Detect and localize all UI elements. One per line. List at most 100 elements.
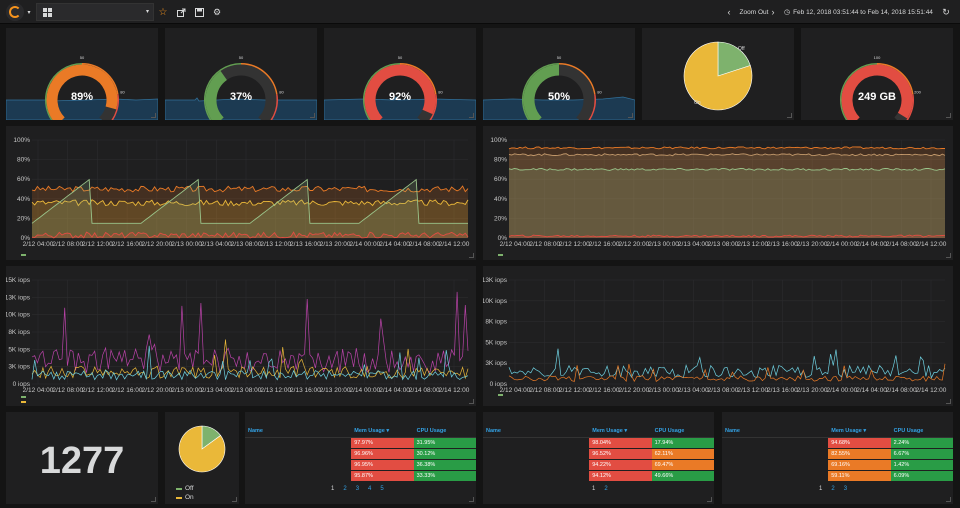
table-row[interactable]: 97.97% 31.95%: [245, 437, 476, 449]
page-link[interactable]: 1: [592, 486, 596, 492]
table-row[interactable]: 82.55% 6.67%: [722, 448, 953, 460]
gear-icon[interactable]: ⚙: [212, 6, 222, 17]
legend-marker[interactable]: [21, 396, 26, 398]
legend-marker[interactable]: [21, 254, 26, 256]
legend-marker[interactable]: [21, 401, 26, 403]
legend-marker[interactable]: [498, 254, 503, 256]
page-link[interactable]: 2: [831, 486, 835, 492]
y-tick-label: 20%: [494, 215, 507, 222]
table-row[interactable]: 96.96% 30.12%: [245, 448, 476, 460]
cpu-usage-cell: 1.42%: [890, 459, 953, 471]
legend-item-off[interactable]: Off: [176, 484, 194, 493]
column-header[interactable]: Name: [245, 426, 352, 438]
table-row[interactable]: 98.04% 17.94%: [483, 437, 714, 449]
page-link[interactable]: 1: [819, 486, 823, 492]
pie-panel-top[interactable]: Off On: [642, 28, 794, 120]
save-icon[interactable]: [192, 0, 206, 24]
sparkline: [165, 97, 317, 120]
x-tick-label: 2/12 20:00: [618, 241, 649, 248]
x-tick-label: 2/14 04:00: [856, 387, 887, 394]
table-panel-2[interactable]: Name Mem Usage ▾ CPU Usage 98.04% 17.94% 96.5…: [483, 412, 714, 504]
chevron-right-icon[interactable]: ›: [771, 7, 775, 17]
cpu-usage-cell: 6.09%: [890, 470, 953, 482]
column-header[interactable]: CPU Usage: [890, 426, 953, 438]
zoom-out-button[interactable]: Zoom Out: [739, 8, 769, 16]
series-line: [508, 363, 946, 383]
y-tick-label: 60%: [17, 176, 30, 183]
column-header[interactable]: Mem Usage ▾: [589, 426, 652, 438]
x-tick-label: 2/13 12:00: [260, 387, 291, 394]
page-link[interactable]: 3: [843, 486, 848, 492]
gauge-threshold-label: 100: [874, 55, 881, 60]
gauge-value: 50%: [547, 91, 571, 103]
cpu-graph-panel-left[interactable]: 100% 80% 60% 40% 20% 0% 2/12 04:00 2/12 08:00 2/…: [6, 126, 476, 260]
singlestat-panel[interactable]: 1277: [6, 412, 158, 504]
page-link[interactable]: 4: [368, 486, 372, 492]
series-line: [508, 146, 945, 150]
x-tick-label: 2/14 00:00: [349, 387, 380, 394]
legend-marker[interactable]: [498, 394, 503, 396]
page-link[interactable]: 2: [604, 486, 608, 492]
pie-slice: [683, 41, 753, 111]
grafana-logo-icon[interactable]: [6, 3, 24, 21]
table-row[interactable]: 96.52% 62.11%: [483, 448, 714, 460]
table-row[interactable]: 94.68% 2.24%: [722, 437, 953, 449]
column-header[interactable]: Name: [483, 426, 590, 438]
mem-usage-cell: 97.97%: [351, 437, 414, 449]
x-tick-label: 2/12 12:00: [559, 387, 590, 394]
x-tick-label: 2/13 00:00: [648, 241, 679, 248]
cpu-graph-panel-right[interactable]: 100% 80% 60% 40% 20% 0% 2/12 04:00 2/12 08:00 2/…: [483, 126, 953, 260]
logo-caret-icon[interactable]: ▾: [27, 9, 31, 16]
table-row[interactable]: 69.16% 1.42%: [722, 459, 953, 471]
pie-panel-bottom[interactable]: Off On: [165, 412, 239, 504]
chevron-left-icon[interactable]: ‹: [727, 7, 731, 17]
dashboard-picker[interactable]: ▾: [36, 3, 154, 21]
table-row[interactable]: 94.12% 49.66%: [483, 470, 714, 482]
x-tick-label: 2/12 08:00: [52, 241, 83, 248]
page-link[interactable]: 1: [331, 486, 335, 492]
column-header[interactable]: Name: [722, 426, 829, 438]
name-cell: [245, 470, 352, 482]
table-row[interactable]: 94.22% 69.47%: [483, 459, 714, 471]
y-tick-label: 10K iops: [483, 298, 508, 305]
x-tick-label: 2/14 12:00: [916, 387, 947, 394]
share-icon[interactable]: [174, 0, 188, 24]
x-tick-label: 2/14 00:00: [826, 241, 857, 248]
iops-graph-panel-right[interactable]: 13K iops 10K iops 8K iops 5K iops 3K iops 0 i…: [482, 266, 953, 406]
name-cell: [245, 437, 352, 449]
x-tick-label: 2/13 16:00: [767, 241, 798, 248]
column-header[interactable]: CPU Usage: [651, 426, 714, 438]
legend-item-on[interactable]: On: [176, 493, 194, 502]
star-icon[interactable]: ☆: [158, 6, 168, 18]
x-tick-label: 2/14 04:00: [856, 241, 887, 248]
gauge-panel-1[interactable]: 50 80 89%: [6, 28, 158, 120]
page-link[interactable]: 2: [343, 486, 347, 492]
column-header[interactable]: CPU Usage: [413, 426, 476, 438]
x-tick-label: 2/13 04:00: [201, 387, 232, 394]
table-row[interactable]: 95.87% 33.33%: [245, 470, 476, 482]
y-tick-label: 13K iops: [483, 277, 508, 284]
table-panel-3[interactable]: Name Mem Usage ▾ CPU Usage 94.68% 2.24% 82.55…: [722, 412, 953, 504]
data-table: Name Mem Usage ▾ CPU Usage 97.97% 31.95% 96.9…: [245, 426, 476, 482]
gauge-threshold-label: 50: [557, 55, 562, 60]
column-header[interactable]: Mem Usage ▾: [351, 426, 414, 438]
gauge-panel-3[interactable]: 50 80 92%: [324, 28, 476, 120]
gauge-panel-4[interactable]: 50 80 50%: [483, 28, 635, 120]
iops-graph-panel-left[interactable]: 15K iops 13K iops 10K iops 8K iops 5K iops 3K…: [5, 266, 476, 406]
time-range-picker[interactable]: Feb 12, 2018 03:51:44 to Feb 14, 2018 15…: [793, 8, 933, 16]
table-row[interactable]: 59.11% 6.09%: [722, 470, 953, 482]
gauge-panel-5[interactable]: 100 200 249 GB: [801, 28, 953, 120]
gauge-threshold-warn: [876, 63, 914, 95]
x-tick-label: 2/13 08:00: [231, 241, 262, 248]
refresh-icon[interactable]: ↻: [942, 6, 950, 17]
gauge-panel-2[interactable]: 50 80 37%: [165, 28, 317, 120]
page-link[interactable]: 5: [380, 486, 384, 492]
table-row[interactable]: 96.95% 36.38%: [245, 459, 476, 471]
gauge-value: 37%: [229, 91, 253, 103]
column-header[interactable]: Mem Usage ▾: [828, 426, 891, 438]
table-panel-1[interactable]: Name Mem Usage ▾ CPU Usage 97.97% 31.95% 96.9…: [245, 412, 476, 504]
page-link[interactable]: 3: [355, 486, 360, 492]
x-tick-label: 2/14 12:00: [439, 387, 470, 394]
series-line: [31, 345, 469, 381]
gauge-value: 89%: [70, 91, 94, 103]
